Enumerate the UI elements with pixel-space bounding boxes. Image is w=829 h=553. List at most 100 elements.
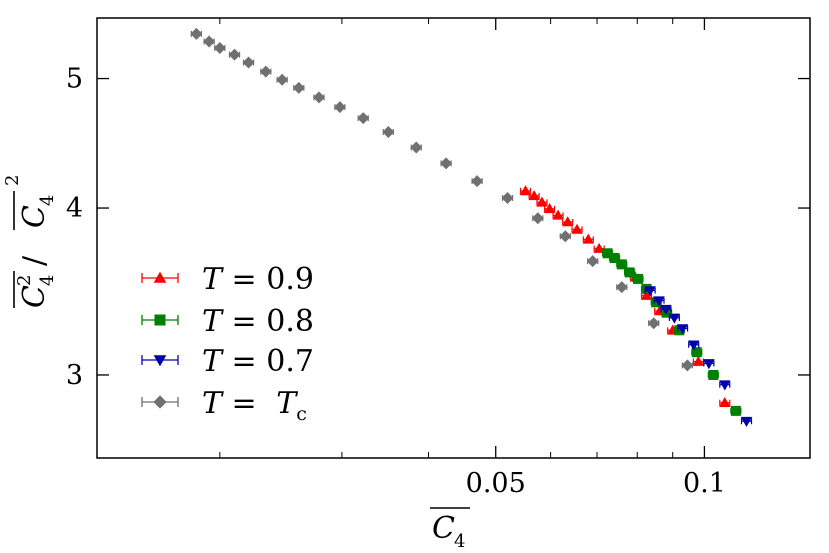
y-tick-label: 3	[66, 360, 83, 391]
data-point	[687, 340, 700, 351]
data-point	[190, 27, 203, 40]
legend-equals: =	[222, 386, 266, 421]
legend-entry-1: T = 0.8	[141, 304, 314, 339]
x-label-sub-4: 4	[454, 531, 465, 552]
legend-value: 0.7	[266, 344, 314, 379]
legend-equals: =	[222, 344, 266, 379]
legend: T = 0.9T = 0.8T = 0.7T = Tc	[141, 262, 314, 425]
legend-equals: =	[222, 304, 266, 339]
y-tick-label: 5	[66, 64, 83, 95]
data-point	[653, 296, 665, 307]
data-point	[410, 141, 423, 154]
legend-label: T = Tc	[202, 386, 307, 425]
data-point	[543, 203, 556, 214]
y-label-c: C	[17, 285, 52, 308]
data-point	[740, 416, 753, 427]
legend-marker	[154, 314, 166, 326]
x-tick-label: 0.05	[466, 468, 526, 499]
data-point	[561, 216, 574, 227]
legend-label: T = 0.7	[202, 344, 314, 379]
series-3	[190, 27, 694, 372]
data-point	[519, 185, 532, 196]
data-point	[632, 273, 643, 284]
legend-variable: T	[202, 344, 224, 379]
legend-entry-2: T = 0.7	[141, 344, 314, 379]
data-point	[730, 405, 741, 416]
data-point	[640, 289, 653, 300]
y-label-sub-4b: 4	[37, 195, 58, 206]
y-label-sup-2a: 2	[14, 275, 35, 286]
legend-variable: T	[202, 386, 224, 421]
data-point	[647, 317, 660, 330]
legend-subscript: c	[296, 403, 307, 425]
data-point	[528, 190, 540, 201]
data-point	[213, 42, 226, 55]
data-point	[719, 396, 731, 408]
data-point	[703, 359, 715, 370]
y-axis-label: C 4 2 / C 4 2	[2, 175, 58, 308]
data-point	[624, 267, 635, 278]
legend-value: 0.8	[266, 304, 314, 339]
legend-label: T = 0.8	[202, 304, 314, 339]
legend-marker	[153, 271, 167, 283]
data-point	[644, 286, 656, 297]
data-point	[719, 380, 731, 391]
legend-marker	[153, 355, 167, 367]
data-point	[292, 81, 305, 94]
data-point	[276, 73, 289, 86]
data-point	[259, 65, 272, 78]
y-label-c2: C	[17, 205, 52, 228]
legend-entry-3: T = Tc	[141, 386, 307, 425]
data-point	[609, 252, 620, 263]
x-label-c: C	[432, 511, 455, 546]
data-point	[440, 157, 453, 170]
data-point	[692, 355, 705, 366]
data-point	[536, 196, 548, 207]
data-point	[312, 91, 325, 104]
tick-marks	[97, 18, 810, 458]
legend-variable: T	[202, 304, 224, 339]
legend-value: T	[276, 386, 298, 421]
legend-entry-0: T = 0.9	[141, 262, 314, 297]
legend-equals: =	[222, 262, 266, 297]
data-point	[668, 313, 681, 324]
data-point	[651, 297, 662, 308]
data-point	[615, 281, 628, 294]
data-point	[242, 56, 255, 69]
legend-variable: T	[202, 262, 224, 297]
tick-labels: 0.05 0.1 3 4 5	[66, 64, 726, 499]
data-point	[616, 259, 627, 270]
series-0	[519, 185, 731, 408]
data-point	[471, 175, 484, 188]
data-point	[357, 112, 370, 125]
y-label-slash: /	[17, 255, 52, 266]
legend-value: 0.9	[266, 262, 314, 297]
data-point	[660, 304, 672, 315]
data-point	[691, 347, 702, 358]
legend-label: T = 0.9	[202, 262, 314, 297]
data-point	[531, 212, 544, 225]
y-label-sup-2b: 2	[2, 175, 23, 186]
data-point	[582, 233, 595, 244]
data-point	[571, 223, 583, 234]
data-point	[674, 325, 685, 336]
x-tick-label: 0.1	[683, 468, 726, 499]
y-label-sub-4a: 4	[37, 275, 58, 286]
data-point	[586, 255, 599, 268]
data-points	[190, 27, 753, 427]
data-point	[602, 248, 613, 259]
series-2	[644, 286, 753, 427]
data-point	[228, 48, 241, 61]
data-point	[203, 35, 216, 48]
data-point	[382, 126, 395, 139]
data-point	[681, 359, 694, 372]
plot-frame	[96, 17, 811, 459]
data-point	[333, 101, 346, 114]
legend-marker	[153, 395, 167, 409]
data-point	[552, 209, 564, 220]
x-axis-label: C 4	[430, 507, 470, 552]
data-point	[676, 324, 689, 335]
y-tick-label: 4	[66, 193, 83, 224]
